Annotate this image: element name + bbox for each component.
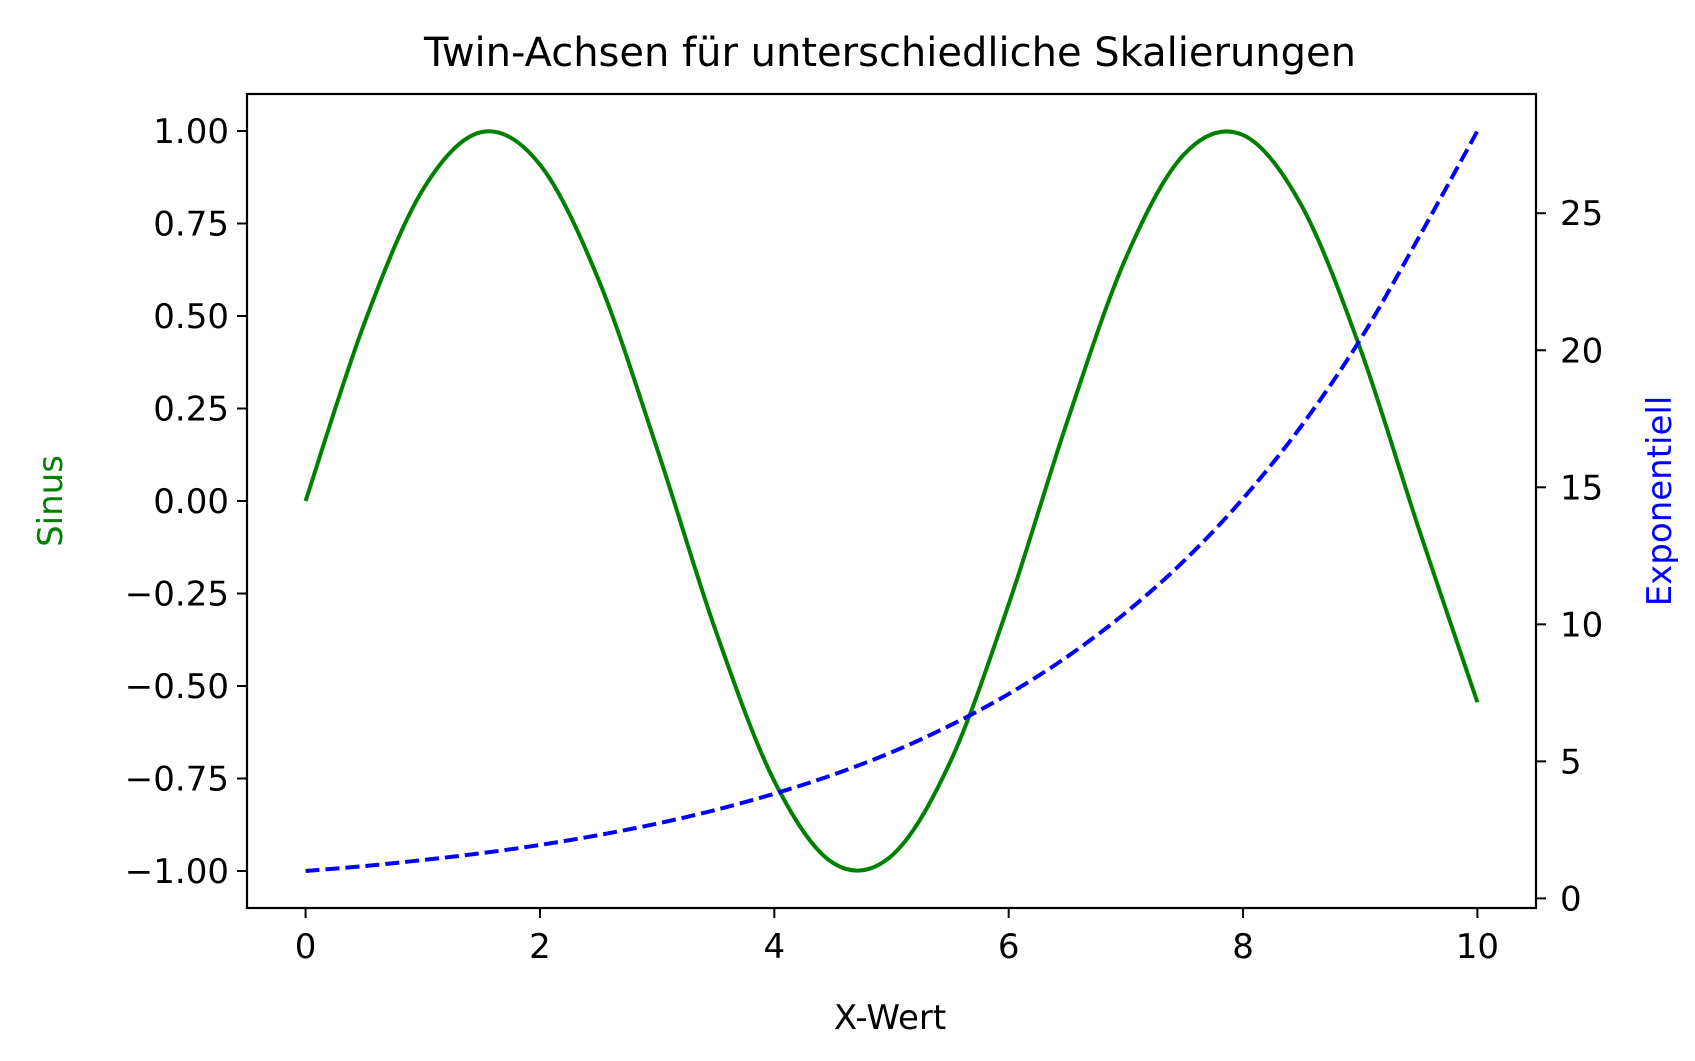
x-tick-label: 0 [295,927,317,967]
axes-layer: 0 2 4 6 8 10 1.00 0.75 0.50 0.25 0.00 −0.25 −0.50 −0.… [125,112,1603,967]
x-tick-label: 2 [529,927,551,967]
y-right-tick-label: 0 [1560,879,1582,919]
y-left-tick-label: 1.00 [153,112,229,152]
x-tick-label: 4 [763,927,785,967]
chart-title: Twin-Achsen für unterschiedliche Skalier… [423,30,1356,76]
y-right-tick-label: 20 [1560,331,1603,371]
series-layer [303,129,1480,873]
y-left-tick-label: 0.00 [153,482,229,522]
y-left-tick-label: −0.50 [125,667,229,707]
y-left-tick-label: −0.75 [125,760,229,800]
y-left-tick-label: 0.50 [153,297,229,337]
y-right-tick-label: 5 [1560,742,1582,782]
y-left-tick-label: −1.00 [125,852,229,892]
x-tick-label: 8 [1232,927,1254,967]
y-axis-right-title: Exponentiell [1640,396,1680,607]
x-tick-label: 10 [1456,927,1499,967]
y-right-tick-label: 25 [1560,194,1603,234]
series-line-left [303,129,1480,873]
y-left-tick-label: 0.75 [153,205,229,245]
y-right-tick-label: 15 [1560,468,1603,508]
x-axis-title: X-Wert [834,998,946,1038]
y-left-tick-label: 0.25 [153,390,229,430]
y-left-tick-label: −0.25 [125,575,229,615]
y-axis-left-title: Sinus [31,455,71,547]
series-line-right [305,130,1480,873]
y-right-tick-label: 10 [1560,605,1603,645]
x-tick-label: 6 [998,927,1020,967]
